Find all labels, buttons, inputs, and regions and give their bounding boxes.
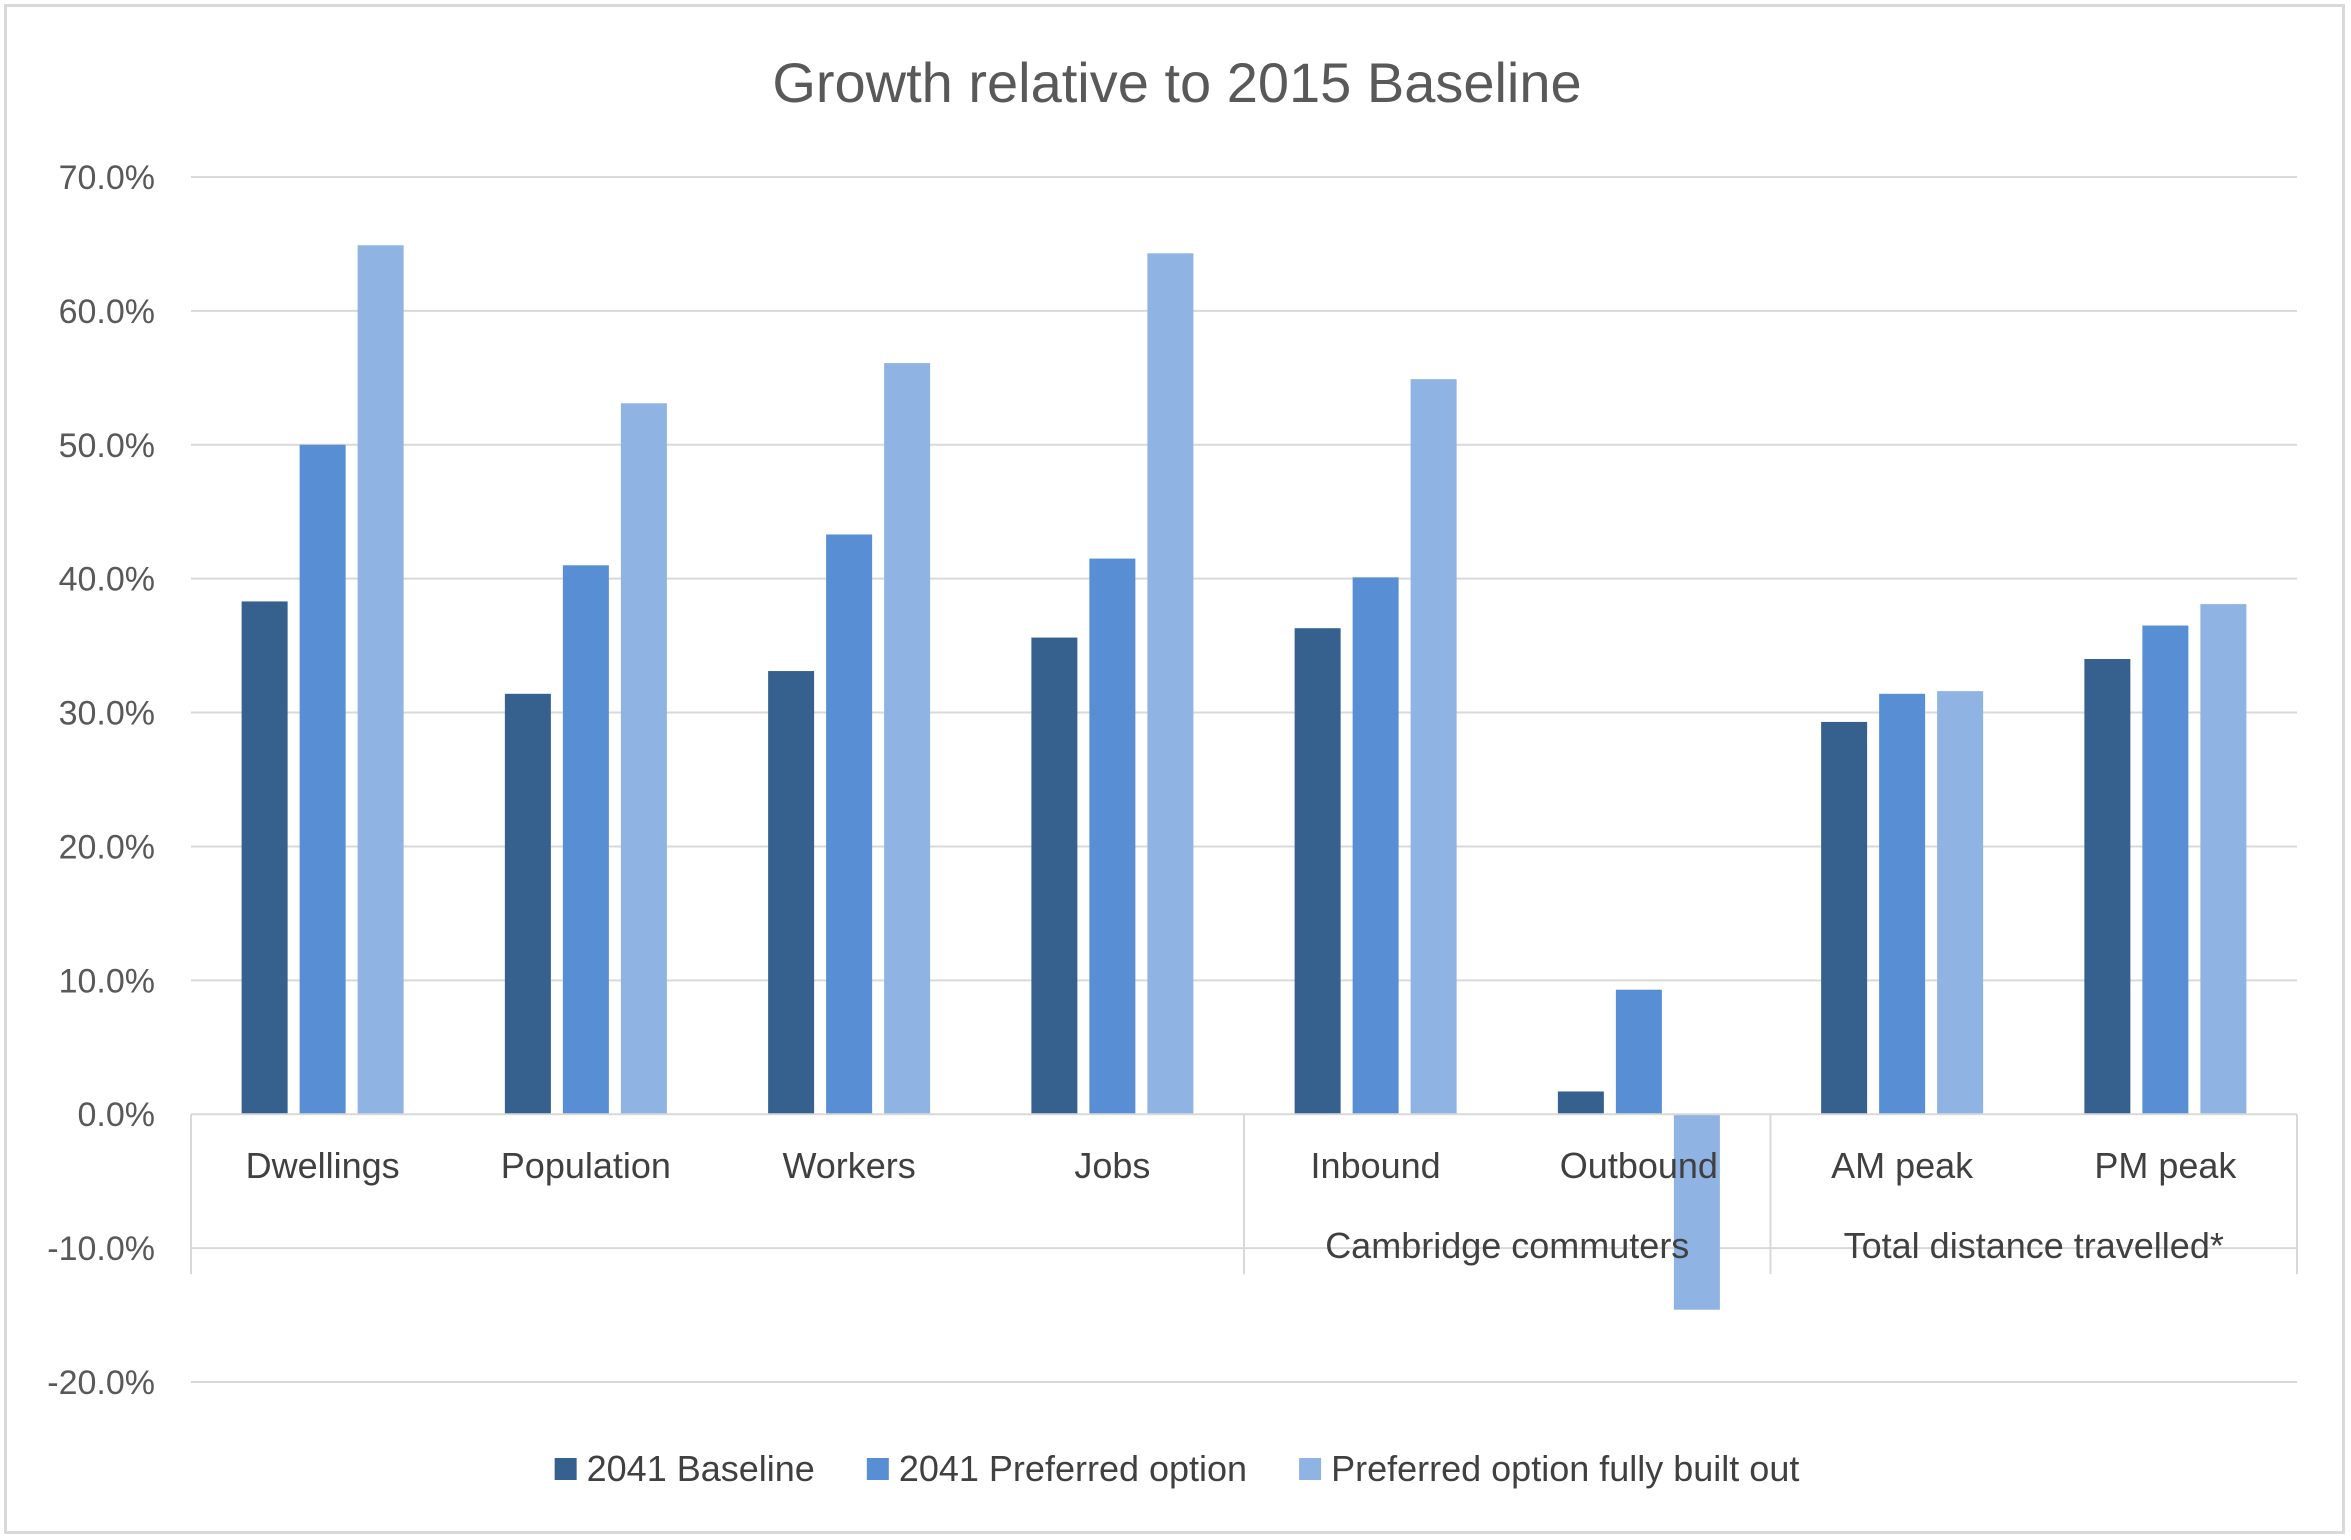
y-tick-label: 30.0% (59, 695, 155, 733)
category-label: Workers (782, 1145, 915, 1186)
legend-swatch (554, 1458, 577, 1480)
chart-title: Growth relative to 2015 Baseline (772, 51, 1581, 114)
bar-workers-series-2 (826, 534, 873, 1115)
legend-label: Preferred option fully built out (1331, 1448, 1799, 1489)
category-label: Dwellings (246, 1145, 400, 1186)
y-tick-label: 60.0% (59, 293, 155, 331)
category-label: Population (501, 1145, 671, 1186)
bar-outbound-series-1 (1557, 1091, 1604, 1115)
chart-frame: Growth relative to 2015 Baseline -20.0% -… (4, 4, 2345, 1534)
bar-jobs-series-2 (1089, 558, 1136, 1115)
bar-population-series-3 (620, 403, 667, 1115)
category-label: PM peak (2094, 1145, 2237, 1186)
y-tick-label: -20.0% (47, 1364, 155, 1402)
category-label: Inbound (1311, 1145, 1441, 1186)
bar-dwellings-series-3 (357, 245, 404, 1115)
y-tick-label: 0.0% (78, 1096, 156, 1134)
bar-population-series-1 (504, 693, 551, 1115)
bar-jobs-series-3 (1147, 253, 1194, 1115)
y-tick-label: 40.0% (59, 561, 155, 599)
bar-dwellings-series-2 (299, 444, 346, 1115)
bar-pm-peak-series-1 (2084, 659, 2131, 1115)
bar-outbound-series-3 (1673, 1114, 1720, 1310)
bar-am-peak-series-3 (1937, 691, 1984, 1115)
bar-inbound-series-1 (1294, 628, 1341, 1115)
legend-label: 2041 Baseline (587, 1448, 815, 1489)
y-tick-label: 70.0% (59, 159, 155, 197)
legend-label: 2041 Preferred option (899, 1448, 1247, 1489)
bar-inbound-series-2 (1352, 577, 1399, 1115)
group-label: Cambridge commuters (1325, 1225, 1689, 1266)
bar-pm-peak-series-3 (2200, 604, 2247, 1115)
bar-outbound-series-2 (1615, 989, 1662, 1115)
bar-pm-peak-series-2 (2142, 625, 2189, 1115)
bar-population-series-2 (562, 565, 609, 1115)
category-label: AM peak (1831, 1145, 1974, 1186)
y-tick-label: 20.0% (59, 828, 155, 866)
bar-workers-series-1 (768, 671, 815, 1115)
y-tick-label: 10.0% (59, 962, 155, 1000)
category-label: Outbound (1560, 1145, 1718, 1186)
group-label: Total distance travelled* (1844, 1225, 2224, 1266)
category-axis: Dwellings Population Workers Jobs Inbound Out… (190, 1113, 2298, 1275)
y-tick-label: -10.0% (47, 1230, 155, 1268)
legend: 2041 Baseline 2041 Preferred option Prefer… (554, 1448, 1799, 1489)
legend-swatch (1299, 1458, 1322, 1480)
legend-swatch (866, 1458, 889, 1480)
y-axis-tick-labels: -20.0% -10.0% 0.0% 10.0% 20.0% 30.0% 40.0% 50.0… (47, 159, 155, 1402)
bar-chart: Growth relative to 2015 Baseline -20.0%-… (47, 51, 2298, 1489)
bar-jobs-series-1 (1031, 637, 1078, 1115)
category-label: Jobs (1074, 1145, 1150, 1186)
bar-dwellings-series-1 (241, 601, 288, 1115)
bar-am-peak-series-2 (1879, 693, 1926, 1115)
bar-workers-series-3 (884, 363, 931, 1115)
bars (241, 245, 2247, 1310)
bar-inbound-series-3 (1410, 379, 1457, 1115)
bar-am-peak-series-1 (1821, 721, 1868, 1115)
y-tick-label: 50.0% (59, 427, 155, 465)
